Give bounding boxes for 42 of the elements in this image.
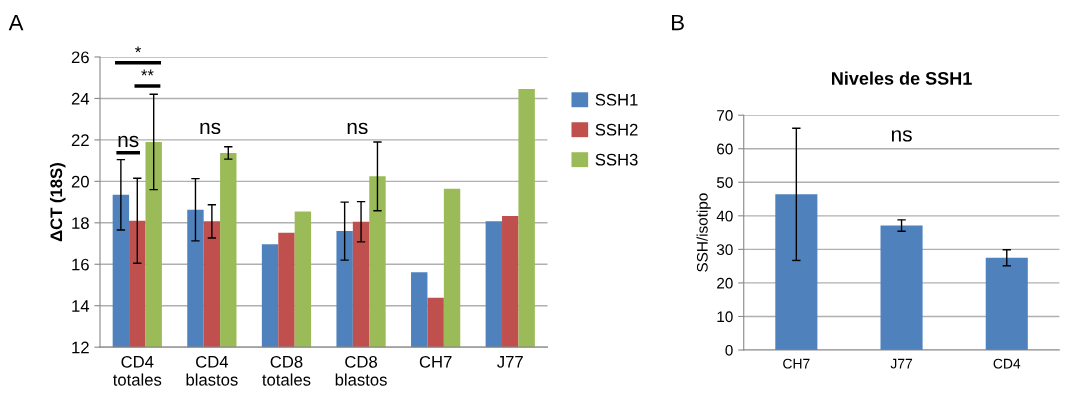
- y-tick-label: 70: [717, 110, 733, 121]
- legend-label: SSH3: [595, 153, 638, 166]
- y-tick-label: 14: [72, 300, 90, 312]
- y-tick-label: 26: [71, 51, 89, 64]
- y-tick-label: 16: [72, 258, 89, 271]
- y-tick-label: 12: [72, 341, 89, 354]
- annotation: **: [141, 69, 154, 76]
- text: B: [672, 14, 684, 31]
- x-tick-label: CD4 blastos: [186, 355, 238, 386]
- x-tick-label: J77: [890, 358, 913, 369]
- legend-label: SSH2: [595, 123, 638, 136]
- y-tick-label: 24: [71, 92, 90, 105]
- x-tick-label: CD8 totales: [262, 355, 311, 386]
- annotation: ns: [347, 122, 368, 135]
- annotation: ns: [118, 135, 139, 148]
- x-tick-label: CD4 totales: [112, 355, 162, 386]
- y-axis-title: ΔCT (18S): [49, 163, 66, 242]
- legend-label: SSH1: [595, 93, 638, 106]
- x-tick-label: CH7: [419, 355, 452, 368]
- bar: [985, 257, 1028, 351]
- y-tick-label: 20: [717, 277, 733, 289]
- y-axis-title: SSH/isotipo: [696, 193, 711, 272]
- y-tick-label: 22: [71, 134, 89, 146]
- bar: [880, 225, 923, 351]
- y-tick-label: 50: [716, 177, 733, 188]
- y-tick-label: 30: [716, 244, 733, 256]
- text: *: [135, 46, 142, 53]
- bar: [775, 194, 818, 351]
- x-tick-label: CH7: [783, 358, 810, 369]
- x-tick-label: CD8 blastos: [335, 355, 387, 386]
- annotation: ns: [891, 130, 912, 142]
- y-tick-label: 18: [72, 217, 89, 230]
- chart-title: Niveles de SSH1: [832, 71, 972, 85]
- y-tick-label: 60: [717, 143, 733, 155]
- x-tick-label: J77: [497, 356, 523, 368]
- y-tick-label: 10: [717, 311, 733, 323]
- y-tick-label: 0: [725, 344, 733, 356]
- annotation: ns: [200, 122, 221, 135]
- text: A: [8, 14, 24, 31]
- y-tick-label: 20: [71, 175, 89, 188]
- y-tick-label: 40: [716, 210, 733, 222]
- x-tick-label: CD4: [993, 358, 1021, 369]
